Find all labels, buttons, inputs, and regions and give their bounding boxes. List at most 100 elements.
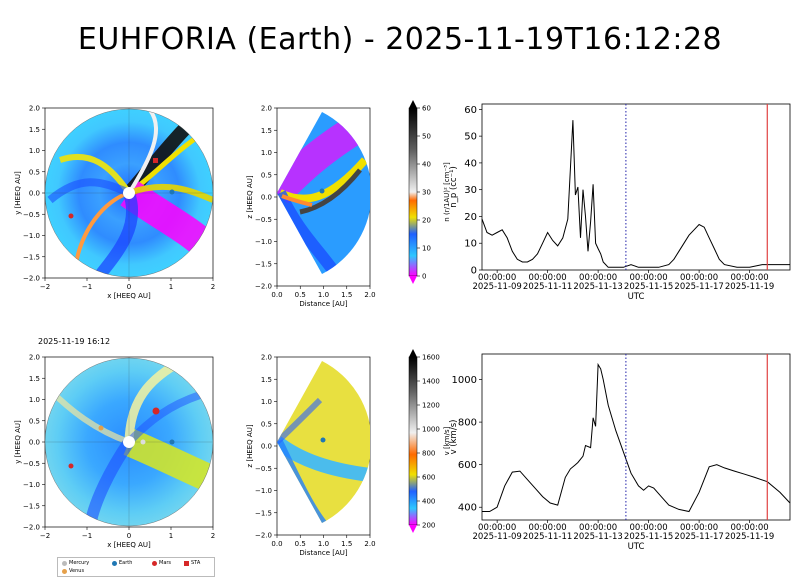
polar-top-xtick-label: −2 <box>40 283 50 291</box>
earth-marker-meridional-bottom <box>320 437 326 443</box>
density-ts-ytick-label: 20 <box>464 212 477 223</box>
speed-ts-xtick-date: 2025-11-13 <box>573 532 622 542</box>
meridional-top-ytick-label: 0.5 <box>261 171 272 179</box>
legend-earth: Earth <box>112 560 132 566</box>
polar-top-xtick-label: 1 <box>169 283 173 291</box>
meridional-bottom-ytick-label: 0.0 <box>261 443 272 451</box>
speed-ts-xtick-time: 00:00:00 <box>478 523 516 533</box>
speed-colorbar-tick-label: 1600 <box>422 354 440 362</box>
meridional-top-ytick-label: −1.5 <box>255 260 272 268</box>
polar-bottom-xlabel: x [HEEQ AU] <box>107 541 151 549</box>
density-ts-ytick-label: 0 <box>471 266 477 277</box>
meridional-top-ylabel: z [HEEQ AU] <box>246 175 254 218</box>
speed-colorbar-tick-label: 800 <box>422 450 435 458</box>
meridional-bottom-ytick-label: −0.5 <box>255 465 272 473</box>
polar-top-ytick-label: 1.0 <box>29 147 40 155</box>
density-colorbar-tick-label: 20 <box>422 217 431 225</box>
density-colorbar-arrow-bottom <box>409 276 417 284</box>
legend-sta-label: STA <box>191 560 201 566</box>
density-colorbar-bar <box>408 107 418 277</box>
polar-top-ylabel: y [HEEQ AU] <box>14 171 22 215</box>
mercury-marker <box>140 439 146 445</box>
speed-ts-xtick-date: 2025-11-17 <box>674 532 723 542</box>
speed-ts-xlabel: UTC <box>628 542 645 552</box>
meridional-bottom-ytick-label: 1.5 <box>261 376 272 384</box>
timestamp-label: 2025-11-19 16:12 <box>38 337 111 346</box>
density-ts-xtick-date: 2025-11-15 <box>624 282 673 292</box>
density-ts-xlabel: UTC <box>628 292 645 302</box>
meridional-top-ytick-label: −1.0 <box>255 238 272 246</box>
venus-legend-icon <box>62 568 67 574</box>
speed-ts-frame <box>481 353 791 521</box>
polar-bottom-xtick-label: 2 <box>211 532 215 540</box>
meridional-top-xtick-label: 1.5 <box>341 291 352 299</box>
density-ts-xtick-time: 00:00:00 <box>680 273 718 283</box>
speed-ts-xtick-time: 00:00:00 <box>731 523 769 533</box>
legend-mercury-label: Mercury <box>69 560 90 566</box>
meridional-speed-panel <box>276 356 371 536</box>
legend-mercury: Mercury <box>62 560 89 566</box>
speed-colorbar-bar <box>408 356 418 526</box>
map-panel-ticks: −2 −1 0 1 2 2.0 1.5 1.0 0.5 0.0 −0.5 −1.0 −1.5 −2.0 x … <box>14 105 451 558</box>
mars-marker-bottom <box>68 463 74 469</box>
polar-speed-panel <box>44 356 214 528</box>
meridional-density-field <box>277 112 372 274</box>
earth-legend-icon <box>112 560 117 566</box>
speed-ts-ytick-label: 800 <box>458 418 477 429</box>
speed-ts-xtick-date: 2025-11-11 <box>523 532 572 542</box>
density-ts-frame <box>481 103 791 271</box>
meridional-bottom-ytick-label: −2.0 <box>255 532 272 540</box>
polar-bottom-ylabel: y [HEEQ AU] <box>14 420 22 464</box>
meridional-top-xtick-label: 2.0 <box>364 291 375 299</box>
density-ts-xtick-time: 00:00:00 <box>579 273 617 283</box>
speed-ts-xtick-time: 00:00:00 <box>680 523 718 533</box>
density-ts-ytick-label: 30 <box>464 185 477 196</box>
polar-top-ytick-label: 1.5 <box>29 126 40 134</box>
meridional-bottom-xlabel: Distance [AU] <box>299 549 347 557</box>
density-ts-ytick-label: 10 <box>464 239 477 250</box>
meridional-top-xtick-label: 0.5 <box>295 291 306 299</box>
polar-top-xlabel: x [HEEQ AU] <box>107 292 151 300</box>
polar-bottom-ytick-label: −2.0 <box>23 524 40 532</box>
speed-ts-series-speed <box>482 362 791 513</box>
meridional-top-ytick-label: −2.0 <box>255 283 272 291</box>
meridional-density-panel <box>276 107 372 287</box>
meridional-bottom-ytick-label: −1.0 <box>255 487 272 495</box>
density-ts-ylabel: n_p (cc⁻¹) <box>449 166 459 208</box>
polar-bottom-ytick-label: 0.5 <box>29 417 40 425</box>
meridional-bottom-xtick-label: 1.5 <box>341 540 352 548</box>
earth-marker-meridional <box>319 188 325 194</box>
mercury-legend-icon <box>62 560 67 566</box>
legend-earth-label: Earth <box>119 560 133 566</box>
meridional-speed-field <box>277 361 371 523</box>
polar-top-ytick-label: 0.5 <box>29 168 40 176</box>
density-ts-xtick-date: 2025-11-17 <box>674 282 723 292</box>
speed-colorbar-tick-label: 1200 <box>422 402 440 410</box>
density-ts-xtick-date: 2025-11-19 <box>725 282 774 292</box>
meridional-bottom-ytick-label: 1.0 <box>261 398 272 406</box>
meridional-top-ytick-label: 2.0 <box>261 105 272 113</box>
density-ts-xtick-date: 2025-11-11 <box>523 282 572 292</box>
meridional-top-ytick-label: 1.5 <box>261 127 272 135</box>
polar-bottom-xtick-label: 1 <box>169 532 173 540</box>
mars-legend-icon <box>152 560 157 566</box>
mars-marker <box>68 213 74 219</box>
sun-marker <box>123 187 135 199</box>
density-ts-ytick-label: 60 <box>464 105 477 116</box>
speed-colorbar-tick-label: 1400 <box>422 378 440 386</box>
density-ts-ytick-label: 50 <box>464 132 477 143</box>
speed-colorbar-arrow-bottom <box>409 525 417 533</box>
speed-ts-ytick-label: 600 <box>458 460 477 471</box>
speed-colorbar-arrow-top <box>409 349 417 357</box>
polar-bottom-ytick-label: −1.5 <box>23 502 40 510</box>
meridional-bottom-xtick-label: 2.0 <box>364 540 375 548</box>
meridional-bottom-xtick-label: 1.0 <box>318 540 329 548</box>
density-colorbar-tick-label: 0 <box>422 273 426 281</box>
polar-top-xtick-label: −1 <box>82 283 92 291</box>
meridional-bottom-ytick-label: 0.5 <box>261 420 272 428</box>
density-colorbar-label: n (r/1AU)² [cm⁻³] <box>443 162 451 222</box>
density-timeseries-chart: 010203040506000:00:002025-11-0900:00:002… <box>449 103 791 302</box>
meridional-bottom-xtick-label: 0.0 <box>271 540 282 548</box>
polar-top-ytick-label: −2.0 <box>23 275 40 283</box>
